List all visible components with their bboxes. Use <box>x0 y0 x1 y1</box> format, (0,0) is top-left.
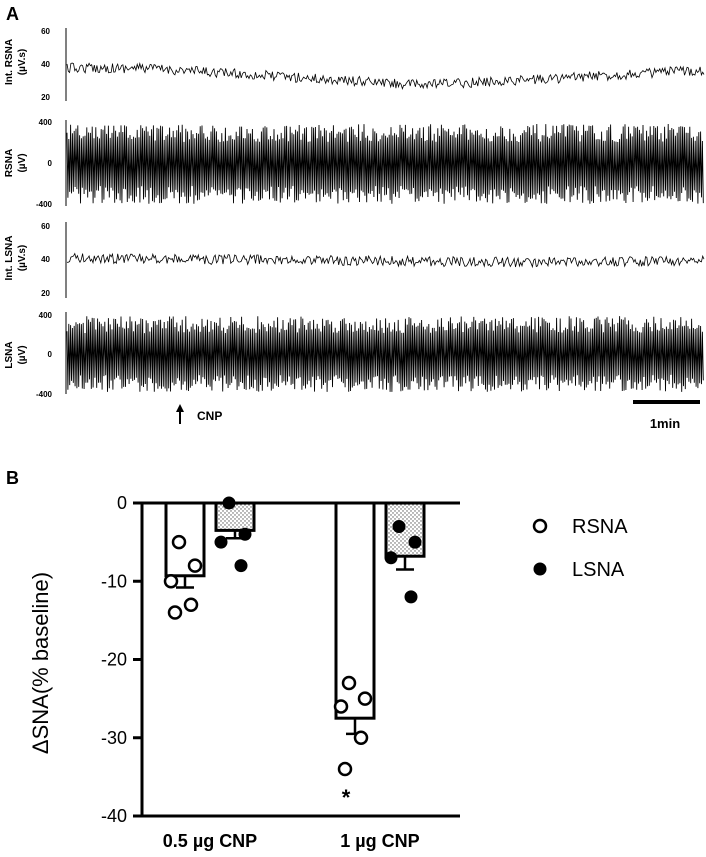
tick-rsna-top: 400 <box>39 118 53 127</box>
tick-int-lsna-bottom: 20 <box>41 289 50 298</box>
point-rsna <box>337 761 353 777</box>
tick-lsna-top: 400 <box>39 311 53 320</box>
y-tick-label: -30 <box>101 728 127 748</box>
point-lsna <box>404 590 418 604</box>
trace-lsna: LSNA (µV) 400 0 -400 <box>4 311 704 399</box>
trace-label-int-lsna: Int. LSNA <box>4 236 15 281</box>
trace-unit-rsna: (µV) <box>17 153 28 172</box>
signal-int-lsna <box>66 252 705 269</box>
trace-unit-int-rsna: (µV.s) <box>17 49 28 76</box>
legend-lsna-marker <box>533 562 547 576</box>
point-lsna <box>238 527 252 541</box>
category-label-1ug: 1 µg CNP <box>340 831 419 851</box>
data-points <box>163 496 422 777</box>
point-rsna <box>341 675 357 691</box>
tick-int-lsna-mid: 40 <box>41 255 50 264</box>
tick-rsna-bottom: -400 <box>36 200 53 209</box>
signal-lsna <box>66 316 704 392</box>
trace-int-lsna: Int. LSNA (µV.s) 60 40 20 <box>4 222 705 298</box>
point-rsna <box>167 605 183 620</box>
bars <box>164 501 426 736</box>
y-axis-label: ΔSNA(% baseline) <box>28 572 53 754</box>
trace-int-rsna: Int. RSNA (µV.s) 60 40 20 <box>4 27 705 102</box>
bar-lsna-0 <box>214 501 256 532</box>
tick-rsna-mid: 0 <box>48 159 53 168</box>
point-rsna <box>333 699 349 714</box>
point-lsna <box>214 535 228 549</box>
trace-unit-int-lsna: (µV.s) <box>17 245 28 272</box>
point-rsna <box>353 730 369 745</box>
point-rsna <box>163 574 179 589</box>
legend-lsna-label: LSNA <box>572 559 625 581</box>
panel-a-letter: A <box>6 4 19 24</box>
legend-rsna-label: RSNA <box>572 516 628 538</box>
legend-rsna-marker <box>532 518 548 534</box>
time-scale-bar: 1min <box>633 400 700 431</box>
trace-unit-lsna: (µV) <box>17 345 28 364</box>
y-tick-label: -20 <box>101 650 127 670</box>
signal-rsna <box>66 123 704 204</box>
point-rsna <box>183 597 199 612</box>
point-rsna <box>187 558 203 573</box>
point-rsna <box>171 534 187 550</box>
point-lsna <box>384 551 398 565</box>
signal-int-rsna <box>66 62 705 90</box>
point-rsna <box>357 691 373 706</box>
trace-label-rsna: RSNA <box>4 149 15 177</box>
tick-int-rsna-mid: 40 <box>41 60 50 69</box>
significance-asterisk: * <box>342 785 351 810</box>
trace-label-lsna: LSNA <box>4 341 15 368</box>
panel-b-letter: B <box>6 468 19 488</box>
tick-lsna-bottom: -400 <box>36 390 53 399</box>
point-lsna <box>408 535 422 549</box>
y-tick-label: 0 <box>117 493 127 513</box>
tick-int-rsna-top: 60 <box>41 27 50 36</box>
tick-int-lsna-top: 60 <box>41 222 50 231</box>
arrow-head-icon <box>176 404 184 412</box>
trace-label-int-rsna: Int. RSNA <box>4 39 15 85</box>
y-tick-label: -10 <box>101 571 127 591</box>
category-label-0-5ug: 0.5 µg CNP <box>163 831 257 851</box>
tick-lsna-mid: 0 <box>48 350 53 359</box>
bar-lsna-1 <box>384 501 426 558</box>
legend: RSNA LSNA <box>532 516 628 581</box>
tick-int-rsna-bottom: 20 <box>41 93 50 102</box>
point-lsna <box>222 496 236 510</box>
y-tick-label: -40 <box>101 806 127 826</box>
y-ticks: 0 -10 -20 -30 -40 <box>101 493 142 826</box>
cnp-injection-marker: CNP <box>176 404 222 424</box>
point-lsna <box>392 519 406 533</box>
cnp-marker-label: CNP <box>197 409 222 423</box>
trace-rsna: RSNA (µV) 400 0 -400 <box>4 118 704 209</box>
scale-bar-label: 1min <box>650 416 680 431</box>
point-lsna <box>234 559 248 573</box>
